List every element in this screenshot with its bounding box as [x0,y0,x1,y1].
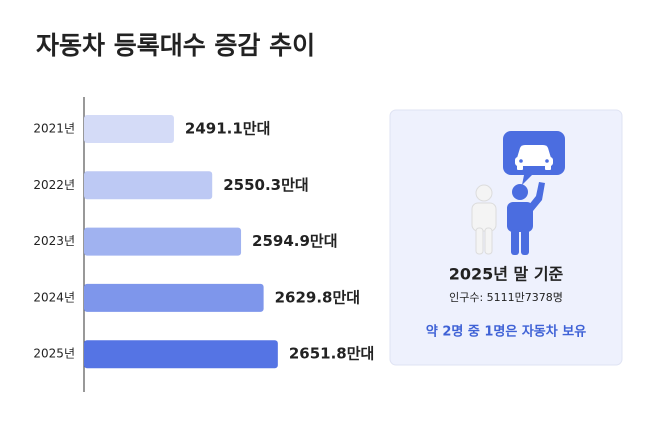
bar [84,171,213,200]
bar [84,115,174,143]
y-tick-label: 2023년 [33,234,75,248]
y-tick-label: 2024년 [33,290,75,304]
value-label: 2594.9만대 [252,232,337,250]
card-background [389,109,623,366]
y-tick-label: 2021년 [33,122,75,136]
value-label: 2629.8만대 [275,288,360,306]
card-title: 2025년 말 기준 [449,265,564,284]
y-tick-label: 2022년 [33,178,75,192]
card-subtitle: 인구수: 5111만7378명 [449,291,563,304]
chart-title: 자동차 등록대수 증감 추이 [36,31,315,60]
bar [84,283,264,312]
bar [84,340,278,369]
person-blue-icon [507,182,545,255]
value-label: 2550.3만대 [223,176,308,194]
y-tick-label: 2025년 [33,347,75,361]
bar [84,227,242,256]
person-gray-icon [471,184,497,255]
car-bubble-icon [503,131,565,185]
card-note: 약 2명 중 1명은 자동차 보유 [426,324,586,340]
info-card: 2025년 말 기준 인구수: 5111만7378명 약 2명 중 1명은 자동… [389,109,623,366]
value-label: 2491.1만대 [185,120,270,138]
value-label: 2651.8만대 [289,345,374,363]
